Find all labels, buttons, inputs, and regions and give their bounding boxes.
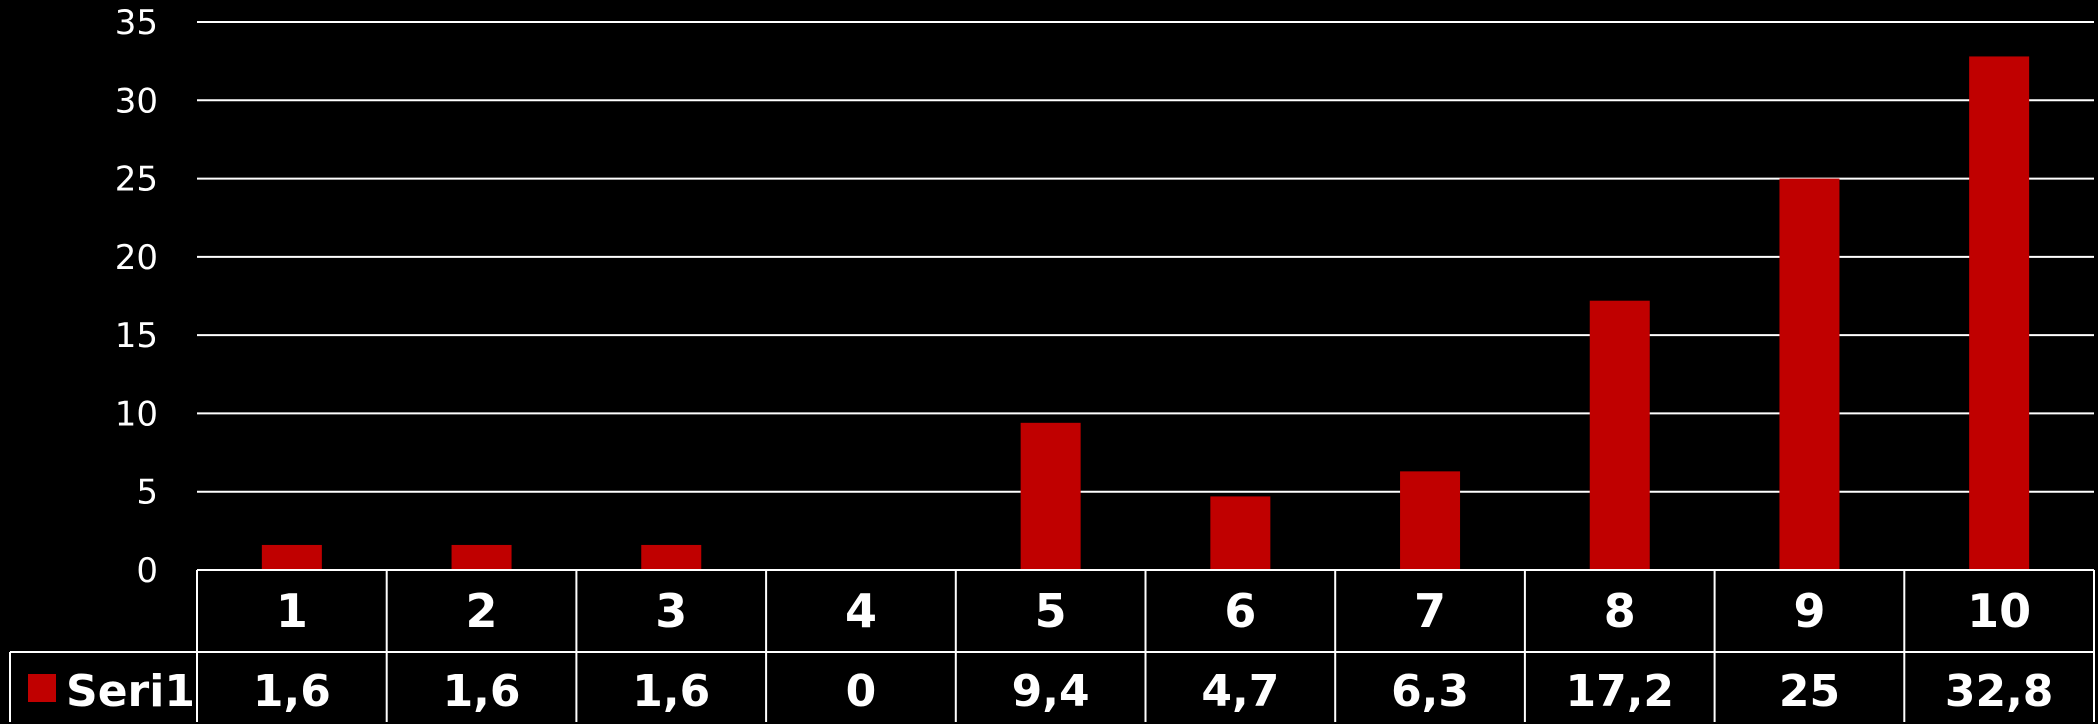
data-value-label: 1,6 xyxy=(632,666,710,717)
x-category-label: 9 xyxy=(1793,584,1825,638)
y-tick-label: 25 xyxy=(115,160,158,200)
bar-8 xyxy=(1589,300,1650,570)
data-value-label: 25 xyxy=(1779,666,1840,717)
y-tick-label: 10 xyxy=(115,394,158,434)
y-axis-ticks: 0 5 10 15 20 25 30 35 xyxy=(115,3,158,591)
x-category-label: 7 xyxy=(1414,584,1446,638)
bar-10 xyxy=(1969,56,2030,570)
bars xyxy=(261,56,2030,571)
gridlines xyxy=(197,21,2094,493)
data-value-label: 17,2 xyxy=(1565,666,1674,717)
x-category-label: 5 xyxy=(1035,584,1067,638)
y-tick-label: 15 xyxy=(115,316,158,356)
data-value-label: 4,7 xyxy=(1201,666,1279,717)
data-value-label: 9,4 xyxy=(1012,666,1090,717)
data-table: 1 2 3 4 5 6 7 8 9 10 1,6 1,6 1,6 0 9,4 4,7 6,3 17,2 25 32,8… xyxy=(9,569,2095,722)
data-value-label: 6,3 xyxy=(1391,666,1469,717)
bar-1 xyxy=(261,544,322,570)
data-value-label: 1,6 xyxy=(443,666,521,717)
y-tick-label: 35 xyxy=(115,3,158,43)
legend-series-name: Seri1 xyxy=(66,666,195,717)
x-category-label: 2 xyxy=(466,584,498,638)
x-category-label: 4 xyxy=(845,584,877,638)
y-tick-label: 0 xyxy=(136,551,158,591)
y-tick-label: 30 xyxy=(115,81,158,121)
data-value-label: 0 xyxy=(846,666,877,717)
bar-6 xyxy=(1210,496,1271,570)
data-value-label: 32,8 xyxy=(1945,666,2054,717)
x-category-label: 6 xyxy=(1224,584,1256,638)
y-tick-label: 20 xyxy=(115,238,158,278)
data-value-label: 1,6 xyxy=(253,666,331,717)
bar-9 xyxy=(1779,178,1840,571)
bar-2 xyxy=(451,544,512,570)
x-category-label: 8 xyxy=(1604,584,1636,638)
legend-swatch xyxy=(28,674,56,702)
x-category-label: 3 xyxy=(655,584,687,638)
bar-7 xyxy=(1400,471,1461,570)
bar-5 xyxy=(1020,422,1081,570)
bar-3 xyxy=(641,544,702,570)
y-tick-label: 5 xyxy=(136,473,158,513)
x-category-label: 10 xyxy=(1967,584,2031,638)
x-category-label: 1 xyxy=(276,584,308,638)
